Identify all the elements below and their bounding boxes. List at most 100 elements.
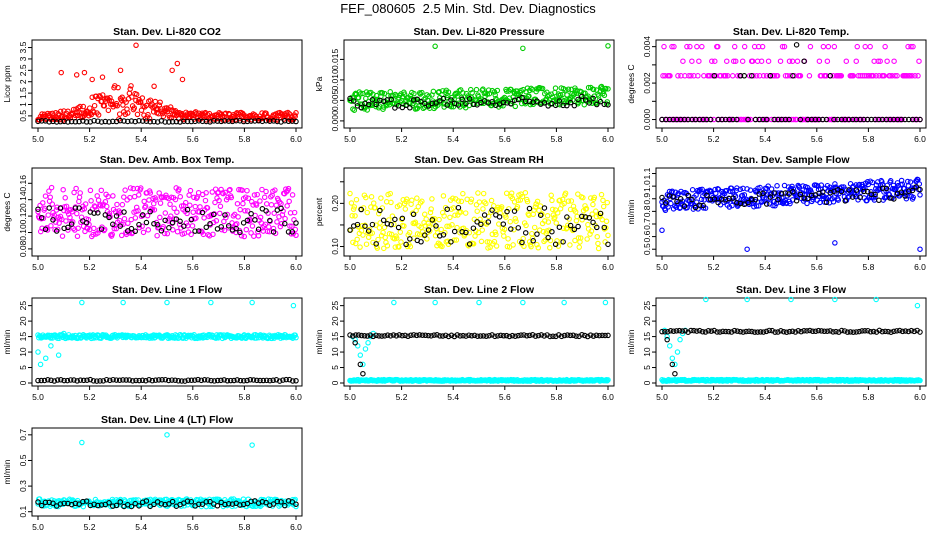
data-point: [403, 198, 409, 205]
data-point: [122, 187, 128, 193]
data-point: [50, 500, 56, 507]
data-point: [586, 215, 593, 221]
y-tick-label: 10: [18, 347, 28, 357]
data-point: [481, 199, 488, 205]
data-point: [287, 223, 293, 229]
data-point: [205, 377, 211, 383]
y-tick-label: 5: [330, 365, 340, 370]
data-point: [282, 220, 288, 227]
data-point: [159, 377, 165, 383]
data-point: [187, 187, 194, 194]
data-point: [54, 377, 61, 383]
data-point: [519, 100, 525, 107]
data-point: [669, 361, 676, 368]
data-point: [419, 89, 425, 96]
data-point: [659, 194, 665, 201]
data-point: [849, 194, 856, 200]
data-point: [230, 213, 237, 219]
data-point: [553, 333, 559, 340]
data-point: [470, 101, 477, 108]
data-point: [459, 96, 465, 102]
data-point: [501, 94, 508, 101]
data-point: [590, 333, 597, 339]
x-tick-label: 5.4: [759, 262, 771, 272]
data-point: [237, 229, 243, 236]
data-point: [746, 328, 752, 335]
data-point: [365, 101, 372, 108]
data-point: [143, 498, 150, 504]
data-point: [177, 193, 184, 200]
data-point: [251, 233, 257, 239]
data-point: [61, 377, 67, 384]
plot-frame: [655, 39, 927, 129]
y-tick-label: 2: [18, 79, 28, 84]
data-point: [263, 377, 270, 384]
data-point: [87, 105, 93, 111]
data-point: [904, 73, 910, 79]
data-point: [478, 238, 485, 245]
data-point: [47, 110, 53, 117]
data-point: [869, 179, 876, 186]
data-point: [564, 214, 570, 220]
data-point: [441, 213, 447, 219]
data-point: [870, 328, 877, 335]
data-point: [483, 200, 489, 207]
data-point: [601, 101, 608, 108]
data-point: [76, 205, 82, 211]
data-point: [120, 299, 126, 306]
data-point: [369, 96, 376, 103]
data-point: [115, 84, 121, 91]
data-point: [192, 203, 199, 210]
data-point: [451, 228, 458, 235]
data-point: [99, 92, 106, 98]
data-point: [64, 377, 71, 384]
data-point: [556, 98, 563, 104]
data-point: [470, 225, 477, 231]
data-point: [575, 223, 581, 230]
data-point: [409, 210, 416, 216]
data-point: [489, 98, 495, 105]
data-point: [760, 73, 767, 79]
data-point: [522, 98, 529, 104]
data-point: [850, 183, 857, 190]
y-tick-label: 0.9: [642, 193, 652, 205]
data-point: [564, 92, 570, 98]
data-point: [118, 232, 125, 239]
data-point: [254, 191, 260, 198]
data-point: [270, 501, 277, 507]
data-point: [455, 204, 462, 211]
data-point: [273, 202, 280, 209]
data-point: [535, 332, 542, 339]
data-point: [240, 378, 247, 384]
data-point: [662, 329, 668, 335]
data-point: [397, 229, 404, 235]
data-point: [827, 328, 833, 334]
data-point: [416, 231, 423, 238]
y-tick-label: 0.004: [642, 36, 652, 58]
y-tick-label: 5: [642, 365, 652, 370]
data-point: [480, 206, 486, 212]
data-point: [51, 378, 58, 384]
data-point: [380, 217, 387, 224]
data-point: [363, 241, 370, 247]
data-point: [392, 216, 398, 223]
data-point: [359, 223, 365, 229]
data-point: [147, 190, 154, 196]
y-tick-label: 20: [18, 316, 28, 326]
data-point: [449, 222, 455, 228]
data-point: [38, 214, 45, 221]
data-point: [225, 223, 232, 229]
data-point: [545, 219, 552, 225]
data-point: [473, 202, 480, 208]
chart-panel: Stan. Dev. Li-820 CO2 5.0 5.2 5.4 5.6 5.8 6.0 0…: [0, 22, 312, 152]
data-point: [805, 116, 811, 123]
data-point: [670, 116, 676, 123]
data-point: [140, 229, 147, 236]
data-point: [763, 196, 769, 202]
chart-title: Stan. Dev. Gas Stream RH: [414, 154, 543, 166]
data-point: [164, 432, 170, 438]
data-point: [567, 242, 573, 248]
data-points: [659, 176, 923, 252]
data-point: [912, 73, 918, 79]
x-tick-label: 6.0: [914, 262, 926, 272]
